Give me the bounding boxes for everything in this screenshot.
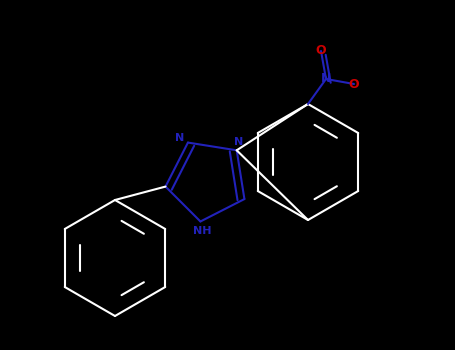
Text: N: N [321,72,331,85]
Text: O: O [316,44,326,57]
Text: NH: NH [193,226,212,237]
Text: N: N [175,133,185,142]
Text: N: N [234,137,243,147]
Text: O: O [349,77,359,91]
